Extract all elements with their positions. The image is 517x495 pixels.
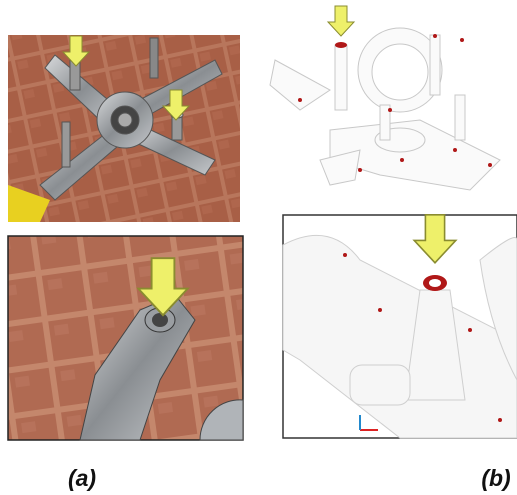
render-bottom-right [283,215,517,438]
render-top-right [270,6,500,190]
figure: (a) (b) [0,0,517,495]
panel-label: (b) [481,465,510,491]
page: (a) (b) (() => { const data = JSON.parse… [0,0,517,495]
photo-bottom-left [8,236,243,440]
photo-top-left [8,35,240,222]
panel-label: (a) [68,465,96,491]
